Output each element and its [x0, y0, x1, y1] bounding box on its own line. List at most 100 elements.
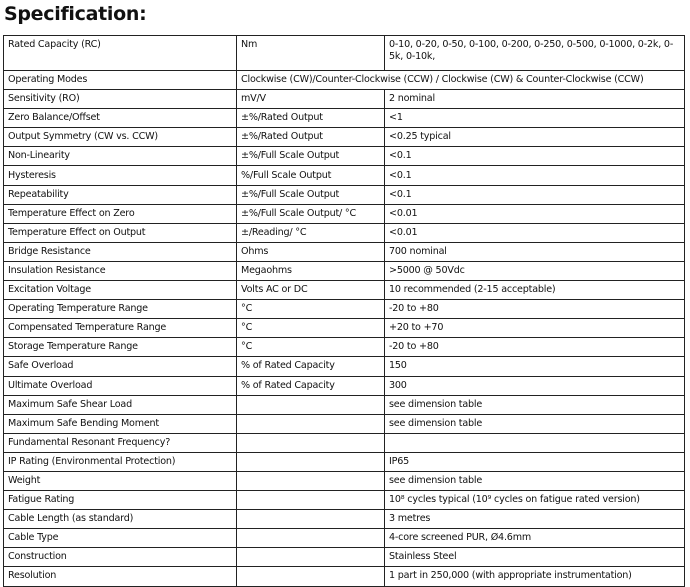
parameter-cell: Construction [3, 547, 237, 568]
unit-cell: Megaohms [236, 260, 385, 282]
parameter-cell: Non-Linearity [3, 146, 237, 167]
value-cell: >5000 @ 50Vdc [384, 260, 685, 282]
unit-cell: %/Full Scale Output [236, 165, 385, 186]
unit-cell: °C [236, 337, 385, 358]
value-cell: see dimension table [384, 394, 685, 415]
unit-cell [236, 528, 385, 549]
parameter-cell: Repeatability [3, 184, 237, 205]
table-row: Compensated Temperature Range °C +20 to +7… [3, 318, 685, 339]
unit-cell [236, 547, 385, 568]
parameter-cell: Temperature Effect on Zero [3, 203, 237, 224]
value-cell: 150 [384, 356, 685, 377]
value-cell: <0.1 [384, 146, 685, 167]
value-cell: 0-10, 0-20, 0-50, 0-100, 0-200, 0-250, 0… [384, 35, 685, 71]
value-cell: see dimension table [384, 470, 685, 492]
value-cell: 10⁸ cycles typical (10⁹ cycles on fatigu… [384, 490, 685, 511]
table-row: Cable Length (as standard) 3 metres [3, 509, 685, 530]
parameter-cell: Rated Capacity (RC) [3, 35, 237, 71]
unit-cell [236, 432, 385, 453]
parameter-cell: Cable Length (as standard) [3, 509, 237, 530]
table-row: Sensitivity (RO) mV/V 2 nominal [3, 89, 685, 110]
table-row: Non-Linearity ±%/Full Scale Output <0.1 [3, 146, 685, 167]
unit-cell [236, 566, 385, 587]
parameter-cell: Operating Modes [3, 69, 237, 91]
parameter-cell: Maximum Safe Shear Load [3, 394, 237, 415]
table-row: Ultimate Overload% of Rated Capacity 300 [3, 375, 685, 396]
table-row: Excitation Voltage Volts AC or DC 10 recom… [3, 280, 685, 301]
unit-cell: % of Rated Capacity [236, 356, 385, 377]
parameter-cell: Cable Type [3, 528, 237, 549]
value-cell: <0.1 [384, 184, 685, 205]
value-cell: 3 metres [384, 509, 685, 530]
unit-cell: Nm [236, 35, 385, 71]
table-row: Weight see dimension table [3, 470, 685, 492]
unit-cell: ±/Reading/ °C [236, 222, 385, 243]
value-cell: <0.1 [384, 165, 685, 186]
table-row: Repeatability ±%/Full Scale Output <0.1 [3, 184, 685, 205]
parameter-cell: Bridge Resistance [3, 241, 237, 262]
unit-cell [236, 470, 385, 492]
parameter-cell: Compensated Temperature Range [3, 318, 237, 339]
table-row: Operating Temperature Range °C -20 to +80 [3, 299, 685, 320]
table-row: Construction Stainless Steel [3, 547, 685, 568]
parameter-cell: Ultimate Overload [3, 375, 237, 396]
parameter-cell: IP Rating (Environmental Protection) [3, 451, 237, 472]
table-row: Resolution 1 part in 250,000 (with approp… [3, 566, 685, 587]
value-cell: +20 to +70 [384, 318, 685, 339]
parameter-cell: Maximum Safe Bending Moment [3, 413, 237, 434]
value-cell: IP65 [384, 451, 685, 472]
value-cell: <0.25 typical [384, 127, 685, 148]
parameter-cell: Safe Overload [3, 356, 237, 377]
unit-cell [236, 490, 385, 511]
value-cell: <0.01 [384, 222, 685, 243]
unit-cell: ±%/Full Scale Output [236, 184, 385, 205]
value-cell: -20 to +80 [384, 337, 685, 358]
unit-cell: Volts AC or DC [236, 280, 385, 301]
table-row: Safe Overload% of Rated Capacity 150 [3, 356, 685, 377]
parameter-cell: Operating Temperature Range [3, 299, 237, 320]
value-cell: 10 recommended (2-15 acceptable) [384, 280, 685, 301]
value-cell: <1 [384, 108, 685, 129]
value-cell: 1 part in 250,000 (with appropriate inst… [384, 566, 685, 587]
table-row: IP Rating (Environmental Protection) IP65 [3, 451, 685, 472]
parameter-cell: Excitation Voltage [3, 280, 237, 301]
table-row: Operating Modes Clockwise (CW)/Counter-Cl… [3, 69, 685, 91]
specification-table: Rated Capacity (RC) Nm 0-10, 0-20, 0-50, 0… [3, 35, 685, 587]
unit-cell: % of Rated Capacity [236, 375, 385, 396]
table-row: Maximum Safe Bending Moment see dimension… [3, 413, 685, 434]
unit-cell [236, 509, 385, 530]
unit-cell: ±%/Rated Output [236, 127, 385, 148]
value-cell: see dimension table [384, 413, 685, 434]
table-row: Insulation Resistance Megaohms >5000 @ 50V… [3, 260, 685, 282]
value-cell: 4-core screened PUR, Ø4.6mm [384, 528, 685, 549]
parameter-cell: Output Symmetry (CW vs. CCW) [3, 127, 237, 148]
parameter-cell: Fatigue Rating [3, 490, 237, 511]
unit-cell: ±%/Full Scale Output/ °C [236, 203, 385, 224]
table-row: Cable Type 4-core screened PUR, Ø4.6mm [3, 528, 685, 549]
parameter-cell: Weight [3, 470, 237, 492]
table-row: Temperature Effect on Output ±/Reading/ °… [3, 222, 685, 243]
parameter-cell: Temperature Effect on Output [3, 222, 237, 243]
table-row: Rated Capacity (RC) Nm 0-10, 0-20, 0-50, 0… [3, 35, 685, 71]
table-row: Zero Balance/Offset ±%/Rated Output <1 [3, 108, 685, 129]
table-row: Temperature Effect on Zero ±%/Full Scale … [3, 203, 685, 224]
unit-cell: ±%/Full Scale Output [236, 146, 385, 167]
value-cell: Stainless Steel [384, 547, 685, 568]
unit-cell [236, 394, 385, 415]
page-title: Specification: [4, 3, 147, 25]
unit-cell: Ohms [236, 241, 385, 262]
unit-cell: mV/V [236, 89, 385, 110]
table-row: Hysteresis %/Full Scale Output <0.1 [3, 165, 685, 186]
value-cell: 2 nominal [384, 89, 685, 110]
parameter-cell: Zero Balance/Offset [3, 108, 237, 129]
unit-cell: ±%/Rated Output [236, 108, 385, 129]
value-cell [384, 432, 685, 453]
unit-cell [236, 451, 385, 472]
parameter-cell: Resolution [3, 566, 237, 587]
value-cell: <0.01 [384, 203, 685, 224]
unit-cell [236, 413, 385, 434]
parameter-cell: Insulation Resistance [3, 260, 237, 282]
unit-cell: Clockwise (CW)/Counter-Clockwise (CCW) /… [236, 69, 685, 91]
parameter-cell: Storage Temperature Range [3, 337, 237, 358]
parameter-cell: Hysteresis [3, 165, 237, 186]
